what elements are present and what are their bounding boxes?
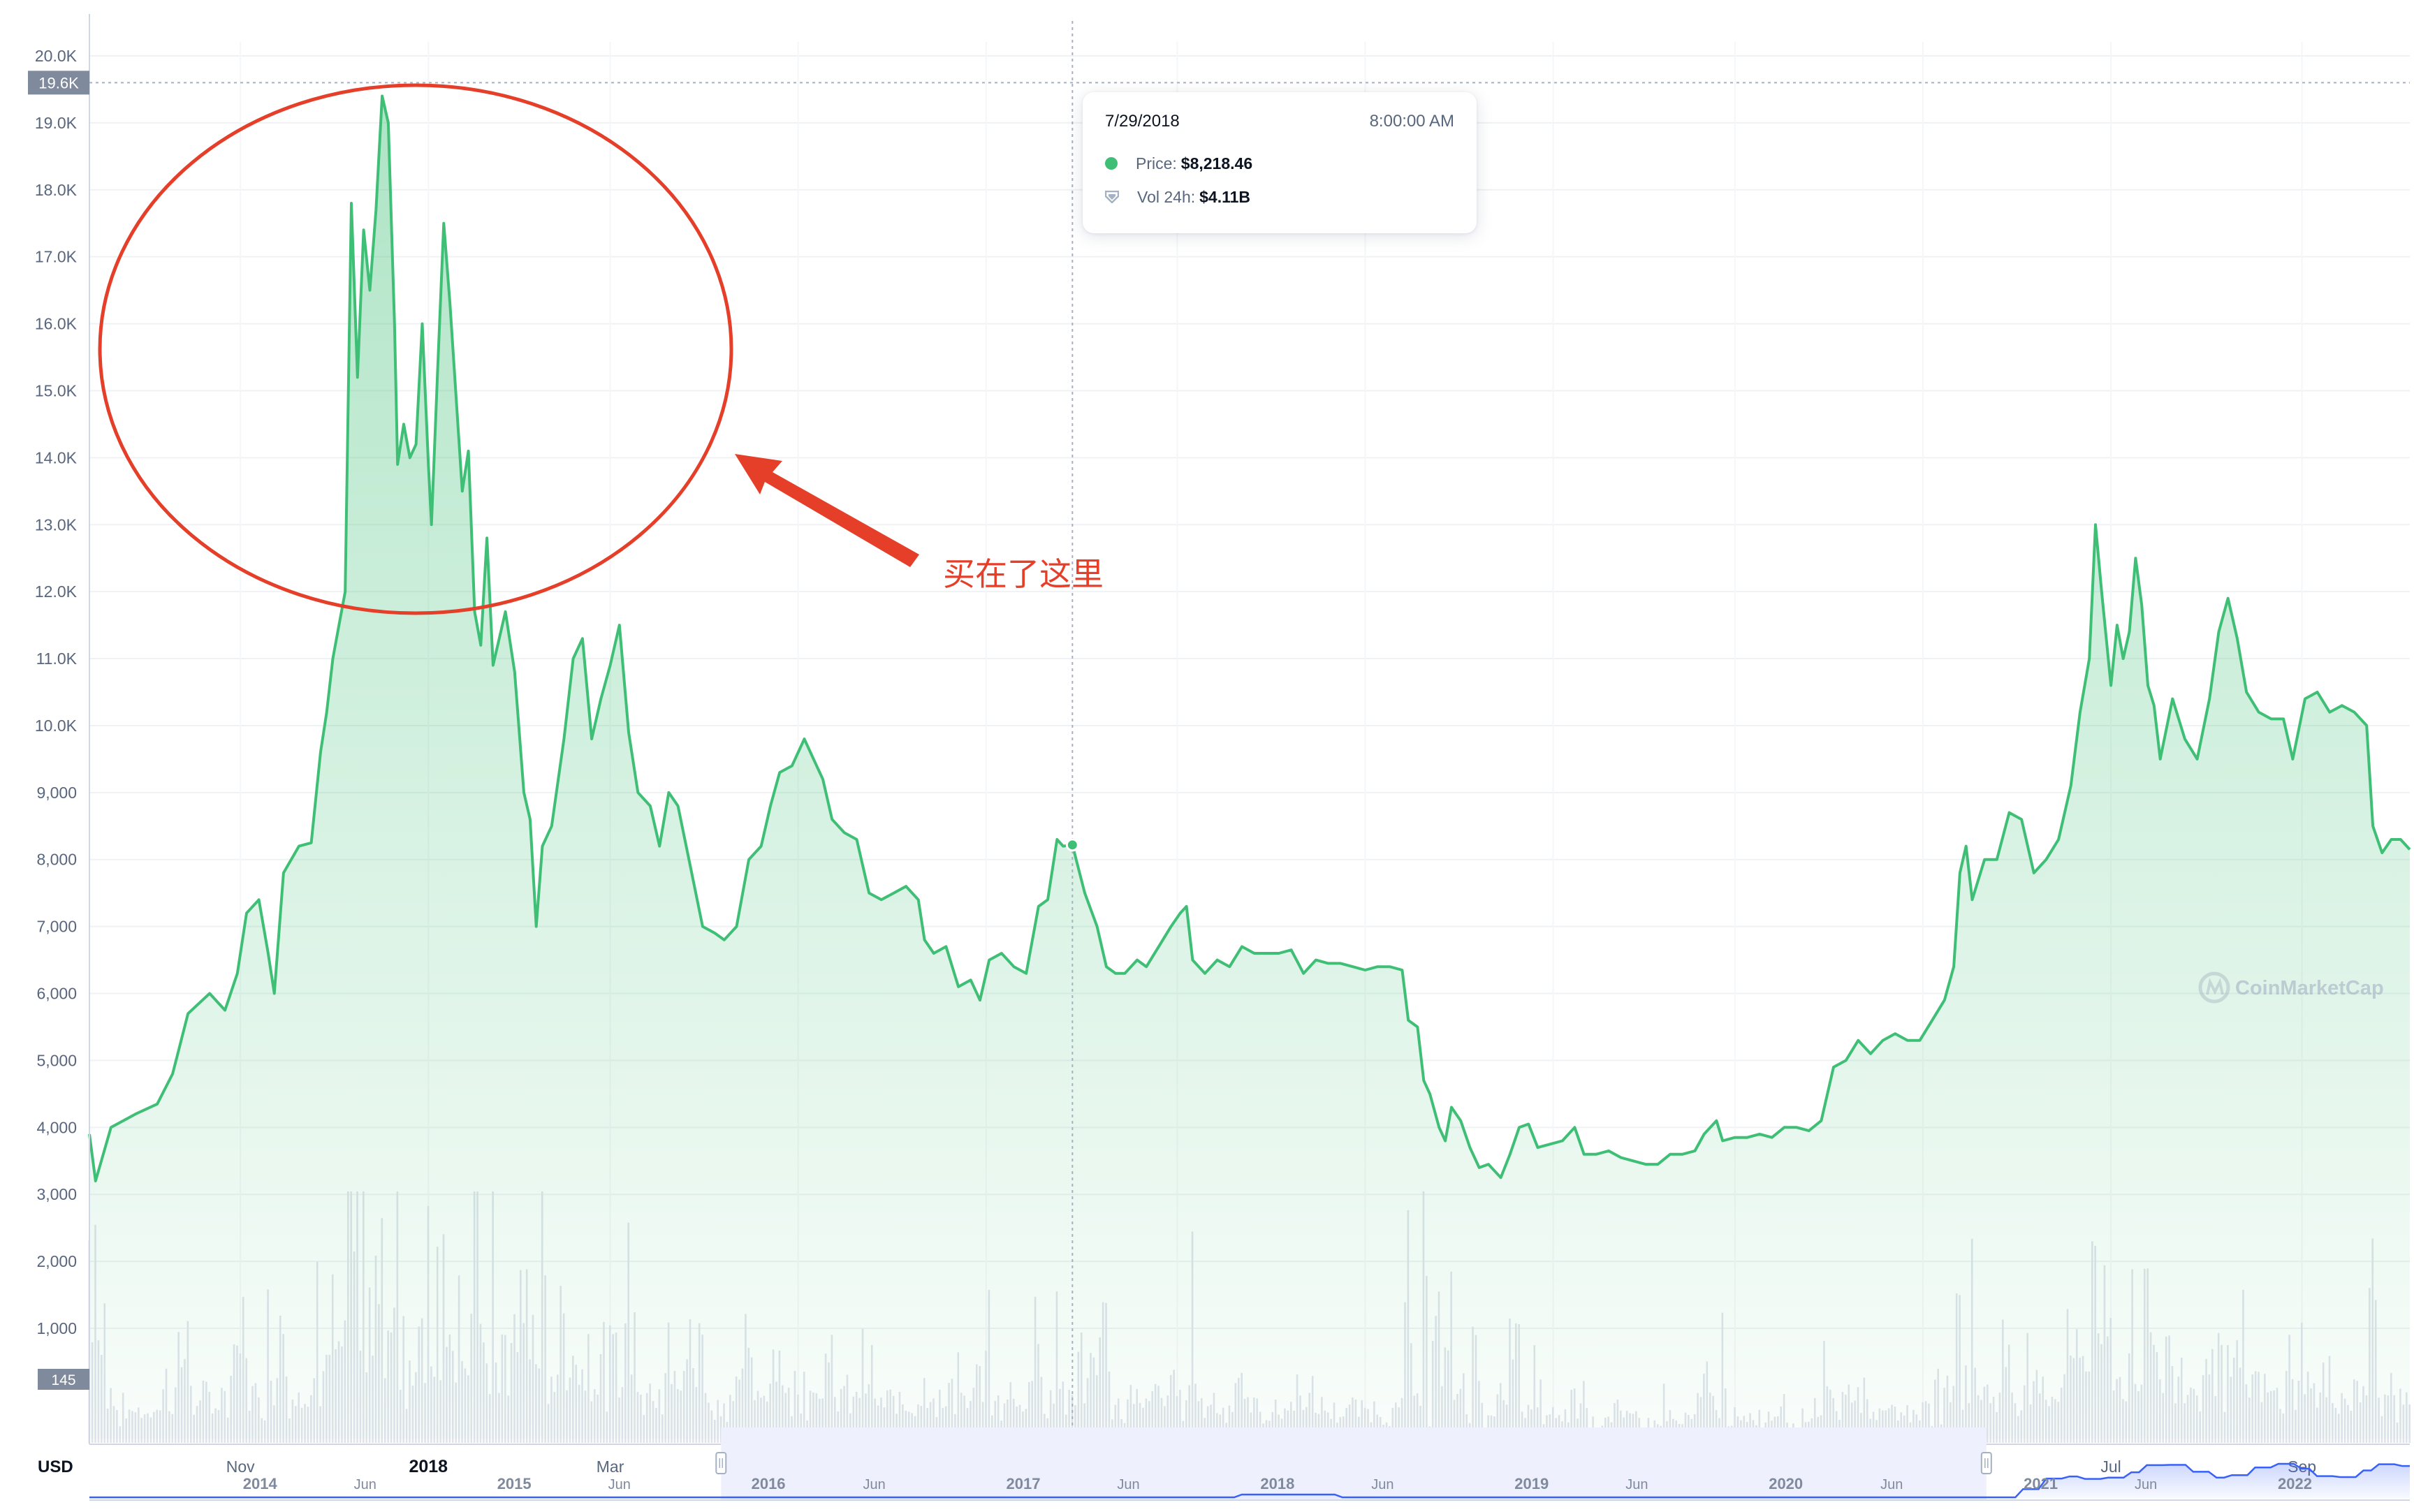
crosshair-dot: [1065, 838, 1079, 852]
x-tick-label: Mar: [597, 1458, 624, 1476]
y-tick-label: 20.0K: [35, 47, 78, 65]
navigator-label: Jun: [1371, 1477, 1393, 1492]
y-tick-label: 8,000: [36, 851, 77, 869]
tooltip-price-row: Price: $8,218.46: [1105, 147, 1454, 180]
min-price-badge: [38, 1369, 89, 1390]
y-tick-label: 12.0K: [35, 582, 78, 601]
highlight-ellipse: [98, 83, 733, 615]
tooltip-vol-row: Vol 24h: $4.11B: [1105, 180, 1454, 214]
y-tick-label: 13.0K: [35, 515, 78, 534]
navigator-label: Jun: [2135, 1477, 2157, 1492]
y-tick-label: 6,000: [36, 985, 77, 1003]
navigator-right-handle[interactable]: [1980, 1452, 1992, 1474]
annotation: 买在了这里: [98, 83, 1104, 615]
y-tick-label: 5,000: [36, 1051, 77, 1069]
navigator-label: 2021: [2024, 1475, 2058, 1492]
y-tick-label: 15.0K: [35, 381, 78, 399]
navigator-label: Jun: [1880, 1477, 1903, 1492]
watermark-text: CoinMarketCap: [2235, 977, 2384, 999]
navigator-area: [89, 1464, 2410, 1499]
y-tick-label: 1,000: [36, 1319, 77, 1337]
navigator-selection[interactable]: [721, 1427, 1987, 1500]
tooltip-time: 8:00:00 AM: [1369, 112, 1454, 131]
y-tick-label: 4,000: [36, 1118, 77, 1136]
navigator-label: 2015: [497, 1475, 532, 1492]
x-tick-label: Jul: [2100, 1458, 2121, 1476]
x-tick-label: 2018: [409, 1457, 448, 1476]
annotation-text: 买在了这里: [943, 556, 1104, 592]
navigator-label: Jun: [608, 1477, 631, 1492]
price-area: [88, 94, 2411, 1439]
price-line: [88, 94, 2411, 1182]
watermark: CoinMarketCap: [2198, 971, 2384, 1004]
tooltip-date: 7/29/2018: [1105, 112, 1180, 131]
max-price-badge: [28, 71, 89, 95]
navigator-label: Jun: [354, 1477, 376, 1492]
tooltip-price-value: $8,218.46: [1180, 154, 1253, 173]
price-dot-icon: [1105, 157, 1118, 170]
y-tick-label: 9,000: [36, 784, 77, 802]
y-tick-label: 11.0K: [36, 649, 78, 668]
currency-label: USD: [38, 1458, 73, 1476]
navigator-label: 2019: [1514, 1475, 1549, 1492]
x-tick-label: Nov: [226, 1458, 255, 1476]
coinmarketcap-logo-icon: [2198, 971, 2230, 1004]
tooltip-vol-value: $4.11B: [1199, 187, 1251, 206]
navigator-label: 2017: [1006, 1475, 1040, 1492]
y-tick-label: 2,000: [36, 1252, 77, 1270]
volume-shield-icon: [1105, 191, 1119, 203]
y-axis: 20.0K 19.0K 18.0K 17.0K 16.0K 15.0K 14.0K 13.0K…: [28, 14, 2410, 1444]
y-tick-label: 3,000: [36, 1185, 77, 1203]
y-tick-label: 7,000: [36, 918, 77, 936]
navigator-label: 2014: [243, 1475, 278, 1492]
arrow-icon: [735, 454, 919, 567]
navigator-label: Jun: [863, 1477, 885, 1492]
max-price-badge-label: 19.6K: [38, 74, 79, 91]
price-tooltip: 7/29/2018 8:00:00 AM Price: $8,218.46 Vo…: [1083, 92, 1477, 233]
y-tick-label: 17.0K: [35, 248, 78, 266]
navigator-label: 2020: [1769, 1475, 1803, 1492]
min-price-badge-label: 145: [51, 1372, 75, 1388]
navigator-label: 2022: [2278, 1475, 2312, 1492]
navigator-line: [89, 1462, 2410, 1499]
tooltip-price-label: Price:: [1136, 154, 1177, 173]
navigator-label: Jun: [1625, 1477, 1648, 1492]
y-tick-label: 10.0K: [35, 717, 78, 735]
y-tick-label: 16.0K: [35, 315, 78, 333]
y-tick-label: 19.0K: [35, 114, 78, 132]
tooltip-vol-label: Vol 24h:: [1137, 187, 1196, 206]
navigator-label: Jun: [1117, 1477, 1139, 1492]
y-tick-label: 14.0K: [35, 448, 78, 467]
price-area-fill: [89, 96, 2410, 1439]
navigator-left-handle[interactable]: [715, 1452, 727, 1474]
range-navigator[interactable]: 2014 Jun 2015 Jun 2016 Jun 2017 Jun 2018 Jun 2019 J…: [89, 1427, 2410, 1501]
y-tick-label: 18.0K: [35, 181, 78, 199]
navigator-label: 2018: [1260, 1475, 1294, 1492]
navigator-label: 2016: [752, 1475, 786, 1492]
